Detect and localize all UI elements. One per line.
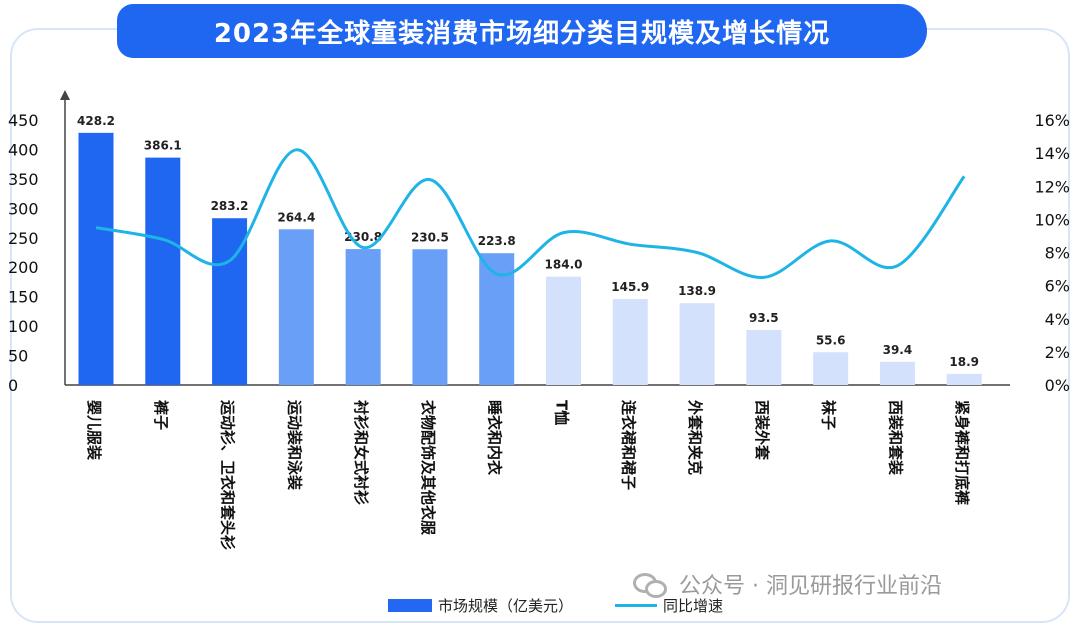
y-tick-left: 100 — [8, 317, 39, 336]
y-tick-right: 10% — [1034, 210, 1070, 229]
bar — [345, 249, 381, 385]
legend-line-label: 同比增速 — [663, 597, 724, 615]
wechat-icon — [633, 571, 671, 598]
y-tick-left: 300 — [8, 199, 39, 218]
y-tick-left: 250 — [8, 229, 39, 248]
bar-value-label: 93.5 — [749, 311, 779, 325]
bar-value-label: 223.8 — [478, 234, 516, 248]
bar — [746, 329, 782, 385]
bar — [813, 352, 849, 385]
bar-value-label: 428.2 — [77, 114, 115, 128]
legend: 市场规模（亿美元） 同比增速 — [388, 595, 723, 616]
x-tick-label: 紧身裤和打底裤 — [953, 400, 971, 505]
y-tick-right: 6% — [1045, 277, 1070, 296]
y-axis-arrow-icon — [60, 90, 70, 100]
bar — [679, 303, 715, 385]
x-tick-label: 西装和套装 — [886, 400, 904, 476]
bar-value-label: 138.9 — [678, 284, 716, 298]
y-tick-right: 4% — [1045, 310, 1070, 329]
bar-value-label: 55.6 — [816, 333, 846, 347]
x-tick-label: 外套和夹克 — [686, 399, 704, 475]
y-tick-right: 0% — [1045, 376, 1070, 395]
y-tick-left: 450 — [8, 111, 39, 130]
x-tick-label: T恤 — [553, 400, 571, 425]
y-tick-left: 350 — [8, 170, 39, 189]
legend-bar-label: 市场规模（亿美元） — [438, 597, 574, 615]
bar — [78, 132, 114, 385]
x-tick-label: 衬衫和女式衬衫 — [352, 400, 370, 505]
y-tick-right: 8% — [1045, 244, 1070, 263]
x-tick-label: 运动衫、卫衣和套头衫 — [219, 400, 237, 550]
y-tick-left: 50 — [8, 347, 28, 366]
x-tick-label: 西装外套 — [753, 400, 771, 461]
bar-value-label: 145.9 — [611, 280, 649, 294]
x-tick-label: 婴儿服装 — [85, 400, 103, 461]
bar — [879, 361, 915, 385]
x-tick-label: 衣物配饰及其他衣服 — [419, 400, 437, 536]
x-tick-label: 连衣裙和裙子 — [619, 400, 637, 490]
bar-value-label: 386.1 — [144, 139, 182, 153]
bar — [612, 299, 648, 385]
x-tick-label: 睡衣和内衣 — [486, 400, 504, 475]
y-tick-right: 16% — [1034, 111, 1070, 130]
bar-value-label: 264.4 — [277, 210, 315, 224]
y-tick-right: 12% — [1034, 177, 1070, 196]
bar — [412, 249, 448, 385]
watermark: 公众号 · 洞见研报行业前沿 — [633, 568, 942, 600]
y-tick-right: 14% — [1034, 144, 1070, 163]
bar — [946, 373, 982, 385]
bar-value-label: 184.0 — [545, 258, 583, 272]
y-tick-right: 2% — [1045, 343, 1070, 362]
bar-value-label: 39.4 — [883, 343, 913, 357]
bar-value-label: 283.2 — [211, 199, 249, 213]
x-tick-label: 运动装和泳装 — [285, 400, 303, 491]
y-tick-left: 200 — [8, 258, 39, 277]
x-tick-label: 袜子 — [820, 399, 838, 430]
y-tick-left: 150 — [8, 288, 39, 307]
bar-value-label: 230.5 — [411, 230, 449, 244]
legend-line-swatch — [615, 604, 658, 607]
y-tick-left: 0 — [8, 376, 18, 395]
bar — [278, 229, 314, 385]
chart-title: 2023年全球童装消费市场细分类目规模及增长情况 — [117, 4, 927, 58]
bar — [546, 276, 581, 385]
bar-value-label: 18.9 — [949, 355, 979, 369]
x-tick-label: 裤子 — [152, 400, 170, 430]
growth-line — [95, 148, 966, 279]
legend-bar-swatch — [388, 599, 432, 612]
y-tick-left: 400 — [8, 140, 39, 159]
watermark-text: 公众号 · 洞见研报行业前沿 — [679, 574, 942, 599]
bar — [145, 157, 181, 385]
